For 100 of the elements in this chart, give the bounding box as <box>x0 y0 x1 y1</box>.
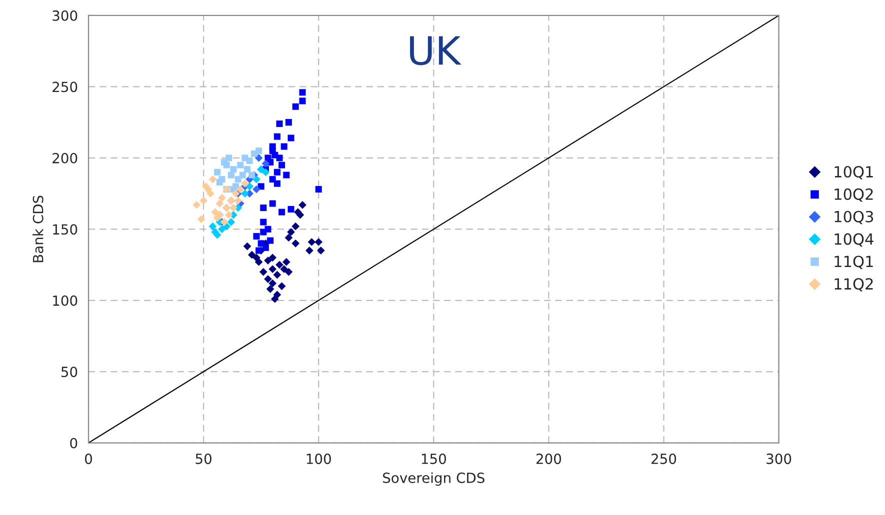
point <box>270 295 279 303</box>
point <box>227 218 236 226</box>
x-tick-label: 0 <box>84 454 92 464</box>
point <box>237 162 244 168</box>
point <box>232 190 240 198</box>
point <box>267 237 274 244</box>
point <box>284 234 293 242</box>
x-axis-title: Sovereign CDS <box>383 472 484 486</box>
point <box>239 172 246 178</box>
point <box>230 204 238 212</box>
point <box>278 208 286 216</box>
point <box>241 190 249 198</box>
point <box>208 222 217 230</box>
point <box>264 154 272 162</box>
point <box>278 162 286 168</box>
y-tick-label: 50 <box>61 366 78 378</box>
point <box>262 244 269 251</box>
point <box>308 238 316 246</box>
point <box>230 166 237 173</box>
point <box>200 196 208 205</box>
legend-label: 10Q1 <box>834 166 873 180</box>
point <box>285 119 292 126</box>
point <box>252 185 260 194</box>
point <box>266 285 274 293</box>
point <box>197 215 206 224</box>
y-tick-label: 200 <box>52 152 78 164</box>
point <box>299 89 306 96</box>
point <box>259 268 268 276</box>
point <box>287 228 295 236</box>
point <box>314 238 323 246</box>
point <box>274 133 280 140</box>
point <box>283 172 290 178</box>
point <box>315 186 322 193</box>
point <box>276 154 283 162</box>
point <box>206 190 214 198</box>
point <box>248 250 256 259</box>
point <box>218 194 226 202</box>
legend-label: 11Q2 <box>834 278 873 292</box>
x-tick-label: 100 <box>306 454 331 464</box>
point <box>296 211 304 219</box>
point <box>268 254 277 262</box>
point <box>260 218 267 226</box>
chart-title: UK <box>410 36 462 66</box>
point <box>254 258 263 266</box>
point <box>268 279 277 288</box>
x-tick-label: 250 <box>652 454 676 464</box>
point <box>262 160 270 168</box>
point <box>280 143 288 150</box>
point <box>254 154 263 162</box>
point <box>216 200 224 208</box>
y-tick-label: 150 <box>53 224 78 235</box>
point <box>269 176 276 183</box>
point <box>282 258 290 266</box>
point <box>276 120 283 127</box>
point <box>246 182 254 190</box>
point <box>234 196 242 205</box>
point <box>264 275 272 283</box>
point <box>274 168 280 176</box>
point <box>316 246 325 254</box>
legend-label: 10Q3 <box>834 210 874 224</box>
point <box>280 265 288 273</box>
point <box>224 211 233 219</box>
point <box>214 168 221 176</box>
point <box>246 158 253 164</box>
point <box>218 176 226 183</box>
x-tick-label: 150 <box>422 454 446 464</box>
point <box>260 204 267 212</box>
point <box>220 218 228 226</box>
point <box>268 265 277 273</box>
point <box>278 282 286 290</box>
y-tick-label: 0 <box>70 438 78 448</box>
y-tick-label: 250 <box>52 82 78 92</box>
point <box>305 246 314 254</box>
point <box>244 166 251 173</box>
point <box>243 242 252 250</box>
point <box>256 148 262 154</box>
point <box>221 158 228 166</box>
x-tick-label: 300 <box>766 454 792 464</box>
point <box>288 206 294 212</box>
legend-label: 11Q1 <box>834 256 873 269</box>
point <box>208 175 217 184</box>
point <box>248 172 256 178</box>
point <box>284 268 293 276</box>
point <box>241 180 249 188</box>
point <box>252 175 260 184</box>
point <box>192 201 201 209</box>
point <box>256 247 262 254</box>
point <box>269 200 276 207</box>
y-axis-title: Bank CDS <box>32 196 44 262</box>
point <box>260 228 267 236</box>
point <box>228 172 234 178</box>
point <box>276 260 284 269</box>
y-tick-label: 300 <box>52 10 78 21</box>
x-tick-label: 50 <box>196 454 212 464</box>
x-tick-label: 200 <box>536 454 562 464</box>
y-tick-label: 100 <box>53 295 78 306</box>
point <box>211 208 219 216</box>
point <box>299 98 306 104</box>
point <box>288 134 294 142</box>
legend-label: 10Q2 <box>834 188 873 202</box>
